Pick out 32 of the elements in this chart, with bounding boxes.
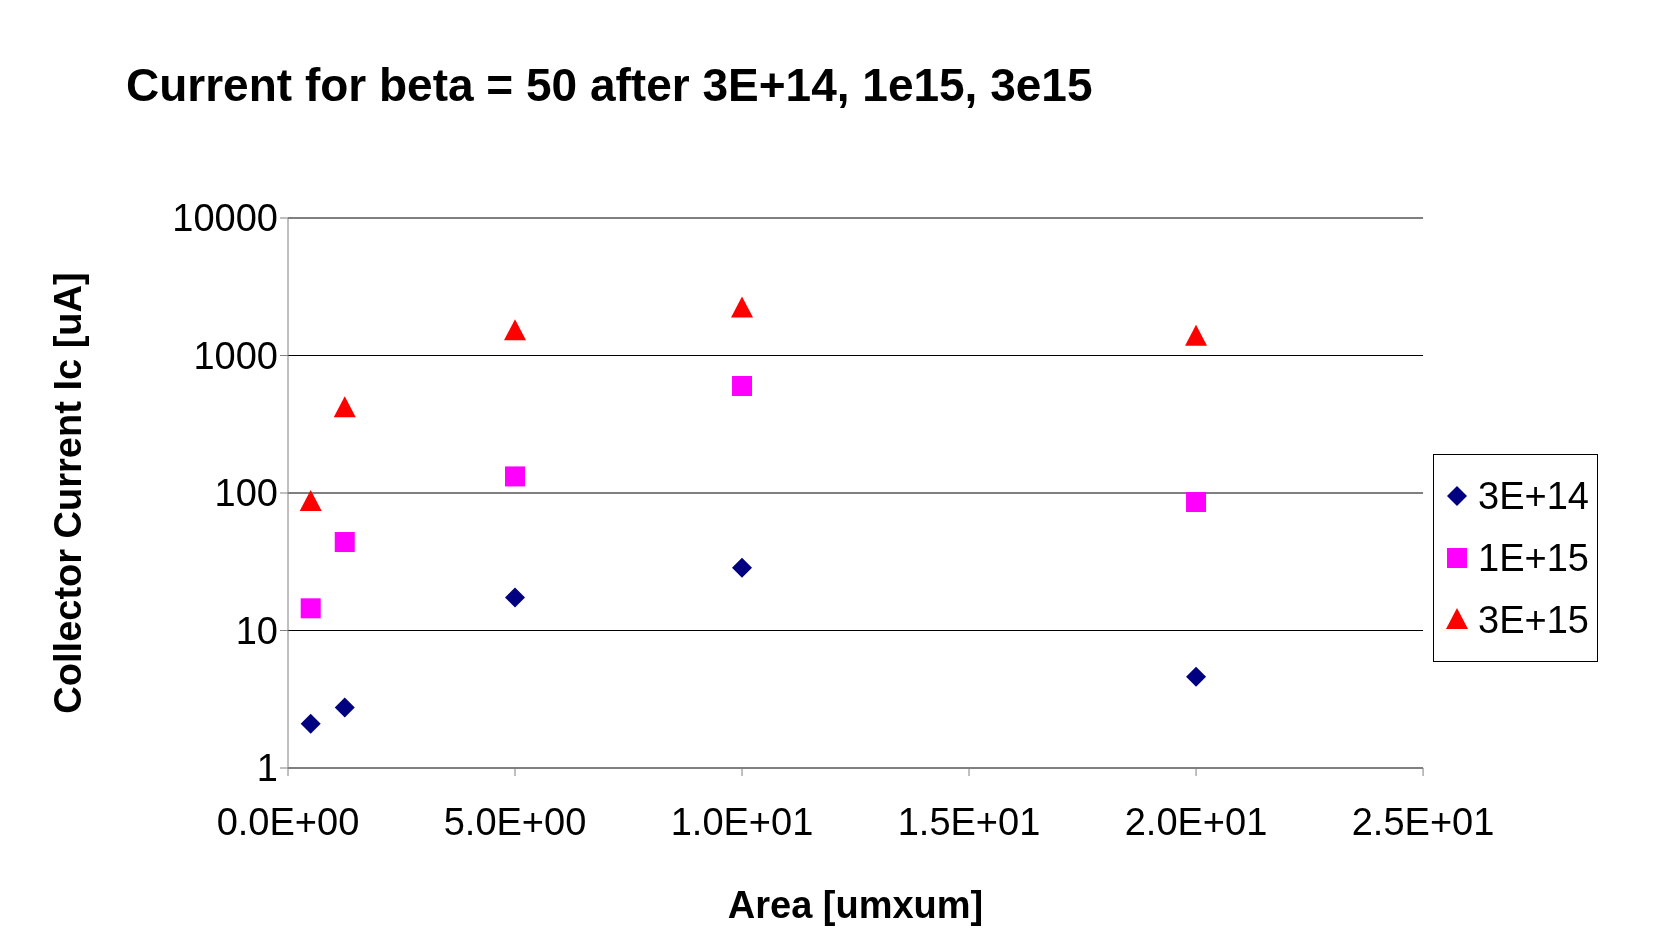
x-tick-label: 1.0E+01 — [670, 800, 814, 843]
legend-label: 3E+14 — [1478, 474, 1589, 519]
point — [299, 490, 322, 512]
point — [731, 296, 754, 318]
point — [732, 557, 753, 578]
point — [1186, 666, 1207, 687]
y-tick-label: 10000 — [172, 197, 278, 240]
x-tick-label: 2.0E+01 — [1124, 800, 1268, 843]
point — [334, 532, 355, 553]
chart-title: Current for beta = 50 after 3E+14, 1e15, 3e15 — [125, 58, 1094, 113]
y-tick-label: 1000 — [193, 334, 278, 377]
y-tick-label: 1 — [256, 747, 278, 790]
point — [1185, 324, 1208, 346]
x-tick-label: 0.0E+00 — [216, 800, 360, 843]
point — [1186, 492, 1207, 513]
legend-label: 1E+15 — [1478, 536, 1589, 581]
point — [732, 376, 753, 396]
point — [505, 587, 526, 608]
y-tick-label: 100 — [214, 472, 278, 515]
x-axis-title: Area [umxum] — [727, 884, 984, 926]
legend-label: 3E+15 — [1478, 598, 1589, 643]
point — [334, 697, 355, 718]
y-tick-label: 10 — [235, 609, 278, 652]
x-tick-label: 1.5E+01 — [897, 800, 1041, 843]
point — [333, 396, 356, 418]
y-axis-title: Collector Current Ic [uA] — [47, 272, 90, 714]
point — [300, 598, 321, 619]
point — [504, 319, 527, 341]
x-tick-label: 5.0E+00 — [443, 800, 587, 843]
x-tick-label: 2.5E+01 — [1351, 800, 1495, 843]
point — [505, 466, 526, 487]
point — [300, 713, 321, 734]
